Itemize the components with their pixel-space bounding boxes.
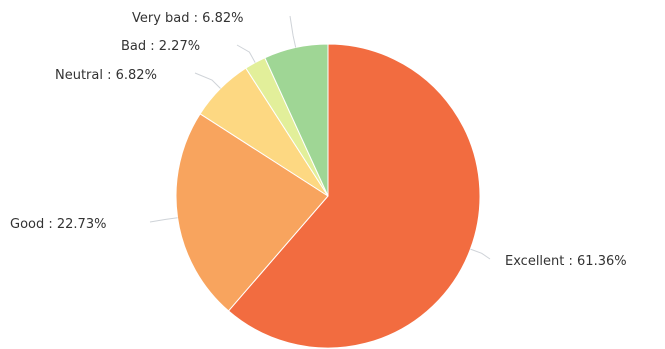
leader-line-very-bad — [289, 15, 297, 48]
slice-label-neutral: Neutral : 6.82% — [55, 68, 157, 83]
pie-slice-very-bad[interactable] — [264, 43, 329, 197]
leader-line-bad — [236, 44, 256, 63]
slice-label-very-bad: Very bad : 6.82% — [132, 11, 243, 26]
leader-lines-layer — [149, 15, 491, 260]
leader-line-excellent — [470, 248, 491, 260]
slice-label-bad: Bad : 2.27% — [121, 39, 200, 54]
slice-label-good: Good : 22.73% — [10, 217, 106, 232]
slice-label-excellent: Excellent : 61.36% — [505, 254, 627, 269]
slices-layer — [175, 43, 481, 349]
leader-line-good — [149, 217, 178, 223]
leader-line-neutral — [194, 72, 221, 89]
labels-layer: Excellent : 61.36% Good : 22.73% Neutral :… — [10, 11, 627, 269]
